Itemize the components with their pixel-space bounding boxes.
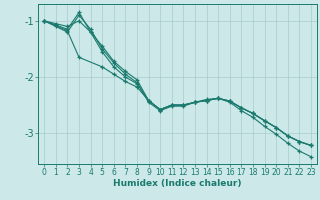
X-axis label: Humidex (Indice chaleur): Humidex (Indice chaleur): [113, 179, 242, 188]
